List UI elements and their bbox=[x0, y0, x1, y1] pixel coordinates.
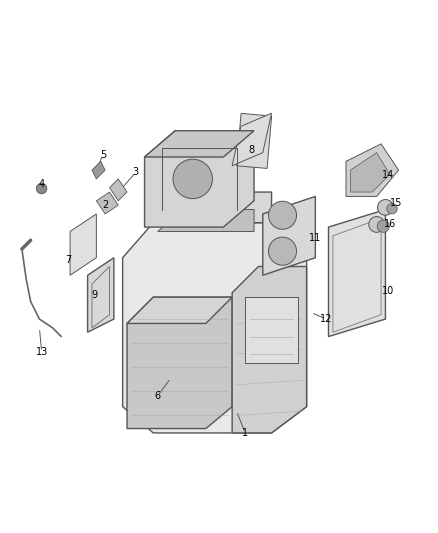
Polygon shape bbox=[145, 131, 254, 157]
Text: 16: 16 bbox=[384, 220, 396, 229]
Circle shape bbox=[377, 220, 389, 232]
Circle shape bbox=[378, 199, 393, 215]
Text: 10: 10 bbox=[381, 286, 394, 296]
Text: 5: 5 bbox=[100, 150, 106, 160]
Bar bbox=[237, 114, 272, 168]
Text: 7: 7 bbox=[65, 255, 71, 265]
Circle shape bbox=[173, 159, 212, 199]
Circle shape bbox=[369, 216, 385, 232]
Text: 2: 2 bbox=[102, 200, 108, 210]
Polygon shape bbox=[350, 152, 390, 192]
Polygon shape bbox=[232, 266, 307, 433]
Polygon shape bbox=[70, 214, 96, 275]
Text: 1: 1 bbox=[242, 428, 248, 438]
Polygon shape bbox=[153, 192, 272, 223]
Polygon shape bbox=[127, 297, 232, 324]
Polygon shape bbox=[232, 113, 272, 166]
Circle shape bbox=[36, 183, 47, 194]
Text: 15: 15 bbox=[390, 198, 403, 208]
Polygon shape bbox=[92, 161, 105, 179]
Circle shape bbox=[387, 204, 397, 214]
Bar bbox=[245, 297, 298, 363]
Polygon shape bbox=[88, 258, 114, 332]
Text: 8: 8 bbox=[249, 146, 255, 156]
Polygon shape bbox=[110, 179, 127, 201]
Polygon shape bbox=[346, 144, 399, 197]
Text: 11: 11 bbox=[309, 233, 321, 243]
Polygon shape bbox=[145, 131, 254, 227]
Polygon shape bbox=[158, 209, 254, 231]
Polygon shape bbox=[123, 223, 307, 433]
Text: 12: 12 bbox=[320, 314, 332, 324]
Text: 13: 13 bbox=[35, 347, 48, 357]
Text: 9: 9 bbox=[91, 290, 97, 300]
Text: 6: 6 bbox=[155, 391, 161, 401]
Text: 3: 3 bbox=[133, 167, 139, 177]
Polygon shape bbox=[328, 209, 385, 336]
Text: 4: 4 bbox=[39, 179, 45, 189]
Text: 14: 14 bbox=[381, 169, 394, 180]
Circle shape bbox=[268, 237, 297, 265]
Polygon shape bbox=[127, 297, 232, 429]
Polygon shape bbox=[96, 192, 118, 214]
Circle shape bbox=[268, 201, 297, 229]
Polygon shape bbox=[263, 197, 315, 275]
